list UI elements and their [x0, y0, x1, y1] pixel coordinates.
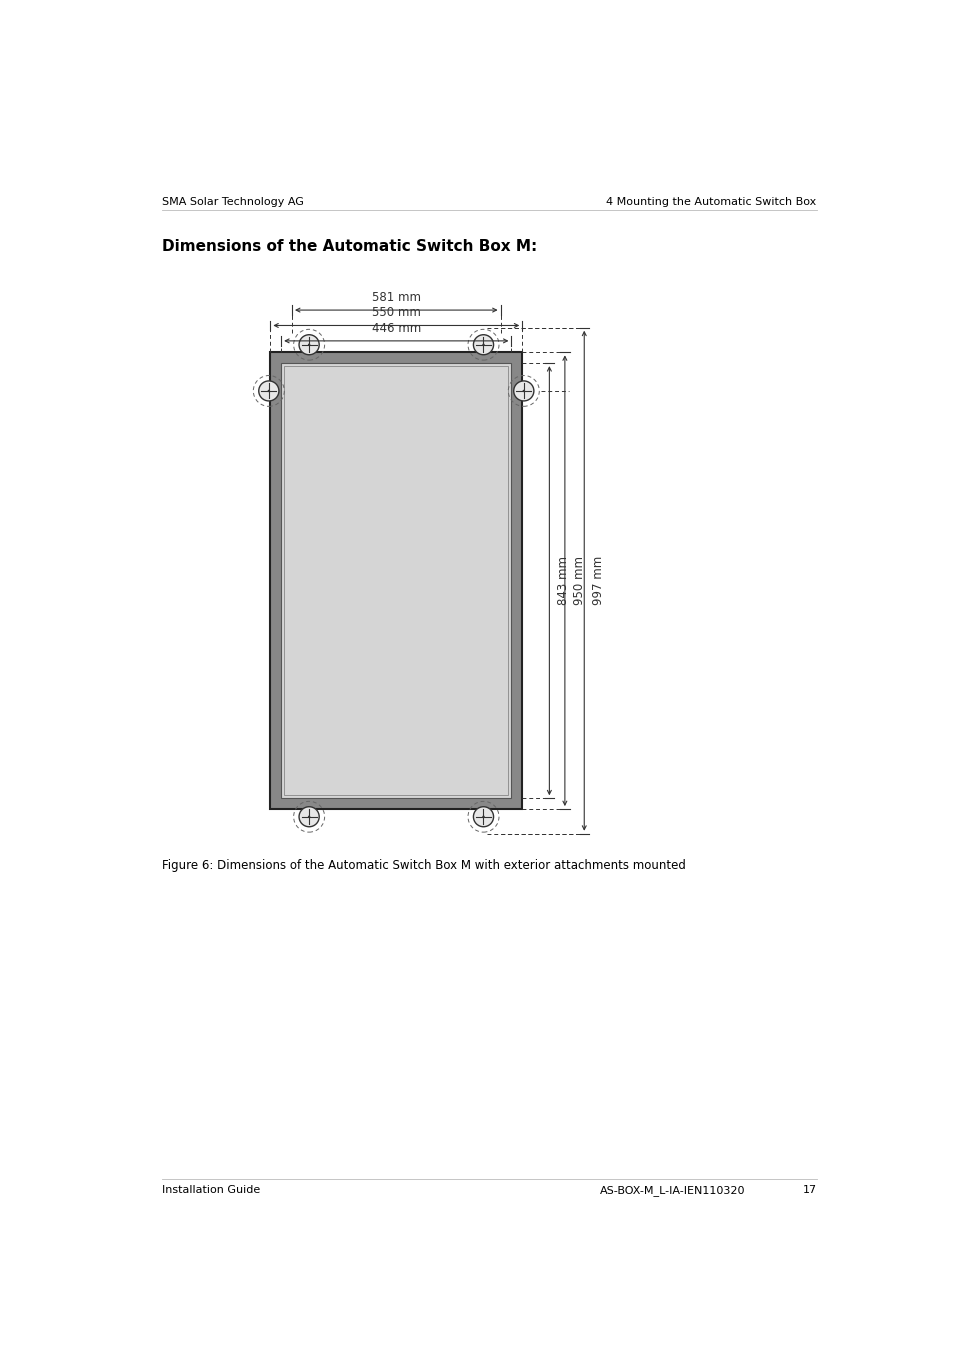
Text: 581 mm: 581 mm	[372, 291, 420, 304]
Text: SMA Solar Technology AG: SMA Solar Technology AG	[162, 197, 303, 207]
Text: Dimensions of the Automatic Switch Box M:: Dimensions of the Automatic Switch Box M…	[162, 239, 537, 254]
Circle shape	[513, 381, 534, 402]
Bar	[284, 366, 508, 795]
Circle shape	[308, 343, 310, 346]
Text: AS-BOX-M_L-IA-IEN110320: AS-BOX-M_L-IA-IEN110320	[599, 1184, 744, 1195]
Circle shape	[268, 389, 270, 392]
Text: 446 mm: 446 mm	[372, 322, 420, 335]
Circle shape	[298, 335, 319, 354]
Bar	[270, 353, 521, 808]
Text: 843 mm: 843 mm	[557, 556, 570, 606]
Text: Installation Guide: Installation Guide	[162, 1184, 260, 1195]
Circle shape	[482, 343, 484, 346]
Text: Figure 6: Dimensions of the Automatic Switch Box M with exterior attachments mou: Figure 6: Dimensions of the Automatic Sw…	[162, 859, 685, 872]
Circle shape	[258, 381, 278, 402]
Circle shape	[298, 807, 319, 827]
Circle shape	[482, 815, 484, 818]
Text: 17: 17	[801, 1184, 816, 1195]
Circle shape	[522, 389, 524, 392]
Circle shape	[473, 335, 493, 354]
Text: 950 mm: 950 mm	[572, 556, 585, 606]
Circle shape	[308, 815, 310, 818]
Text: 550 mm: 550 mm	[372, 307, 420, 319]
Circle shape	[473, 807, 493, 827]
Text: 997 mm: 997 mm	[592, 556, 604, 606]
Text: 4 Mounting the Automatic Switch Box: 4 Mounting the Automatic Switch Box	[606, 197, 816, 207]
Bar	[281, 364, 511, 798]
